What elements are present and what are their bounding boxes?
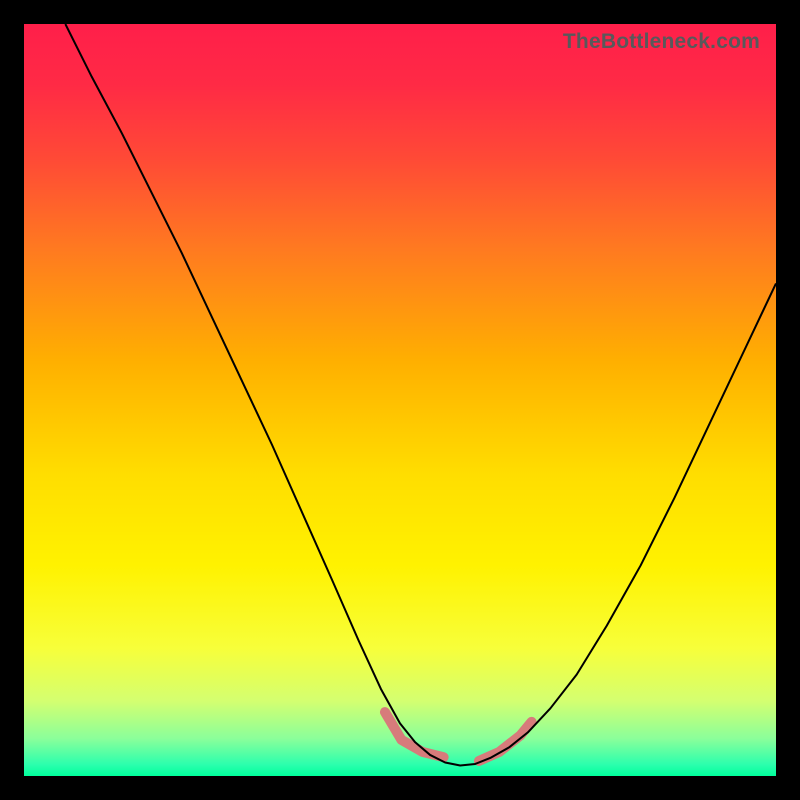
gradient-background xyxy=(24,24,776,776)
chart-frame: TheBottleneck.com xyxy=(0,0,800,800)
plot-area: TheBottleneck.com xyxy=(24,24,776,776)
plot-svg xyxy=(24,24,776,776)
watermark-label: TheBottleneck.com xyxy=(563,30,760,54)
